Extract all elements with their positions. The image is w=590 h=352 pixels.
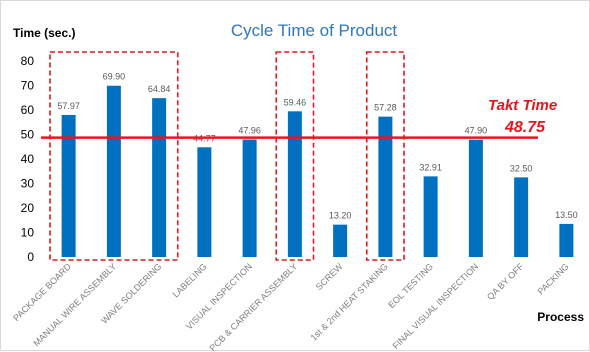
bar — [197, 147, 212, 257]
value-label: 59.46 — [284, 97, 307, 107]
bar — [423, 176, 438, 257]
bar — [468, 139, 483, 257]
highlight-box — [275, 51, 315, 261]
chart-title: Cycle Time of Product — [231, 21, 398, 40]
highlight-boxes — [49, 51, 405, 261]
value-label: 13.20 — [329, 211, 352, 221]
y-tick-label: 30 — [21, 177, 35, 191]
bar — [106, 85, 121, 258]
takt-time-label: Takt Time — [488, 97, 557, 114]
bar — [333, 224, 348, 257]
value-label: 32.50 — [510, 163, 533, 173]
value-label: 32.91 — [419, 162, 442, 172]
value-label: 69.90 — [103, 72, 126, 82]
value-label: 47.96 — [238, 125, 261, 135]
y-tick-labels: 0 10 20 30 40 50 60 70 80 — [21, 54, 35, 264]
category-label: QA BY OFF — [485, 261, 526, 302]
category-label: SCREW — [314, 261, 345, 292]
x-axis-title: Process — [537, 310, 584, 324]
value-label: 57.97 — [57, 101, 80, 111]
category-label: FINAL VISUAL INSPECTION — [391, 261, 481, 351]
y-tick-label: 20 — [21, 201, 35, 215]
y-tick-label: 70 — [21, 79, 35, 93]
takt-time-value: 48.75 — [504, 119, 546, 136]
category-label: EOL TESTING — [386, 261, 435, 310]
y-tick-label: 0 — [27, 250, 34, 264]
category-label: PCB & CARRIER ASSEMBLY — [207, 261, 299, 352]
bar — [559, 223, 574, 257]
y-tick-label: 60 — [21, 103, 35, 117]
bar — [242, 139, 257, 257]
y-tick-label: 10 — [21, 226, 35, 240]
bar — [514, 177, 529, 257]
value-labels: 57.9769.9064.8444.7747.9659.4613.2057.28… — [57, 72, 577, 221]
y-tick-label: 40 — [21, 152, 35, 166]
category-label: 1st & 2nd HEAT STAKING — [308, 261, 389, 342]
bar — [61, 114, 76, 257]
highlight-box — [365, 51, 405, 261]
value-label: 57.28 — [374, 103, 397, 113]
value-label: 64.84 — [148, 84, 171, 94]
bar — [152, 98, 167, 257]
category-label: MANUAL WIRE ASSEMBLY — [31, 261, 118, 348]
y-tick-label: 80 — [21, 54, 35, 68]
value-label: 13.50 — [555, 210, 578, 220]
value-label: 47.90 — [465, 126, 488, 136]
bars — [61, 85, 574, 258]
category-label: LABELING — [171, 261, 209, 299]
category-label: PACKING — [536, 261, 571, 296]
bar — [378, 116, 393, 257]
y-tick-label: 50 — [21, 128, 35, 142]
takt-time-reference: Takt Time 48.75 — [41, 97, 557, 139]
bar — [287, 111, 302, 257]
y-axis-title: Time (sec.) — [13, 26, 75, 40]
